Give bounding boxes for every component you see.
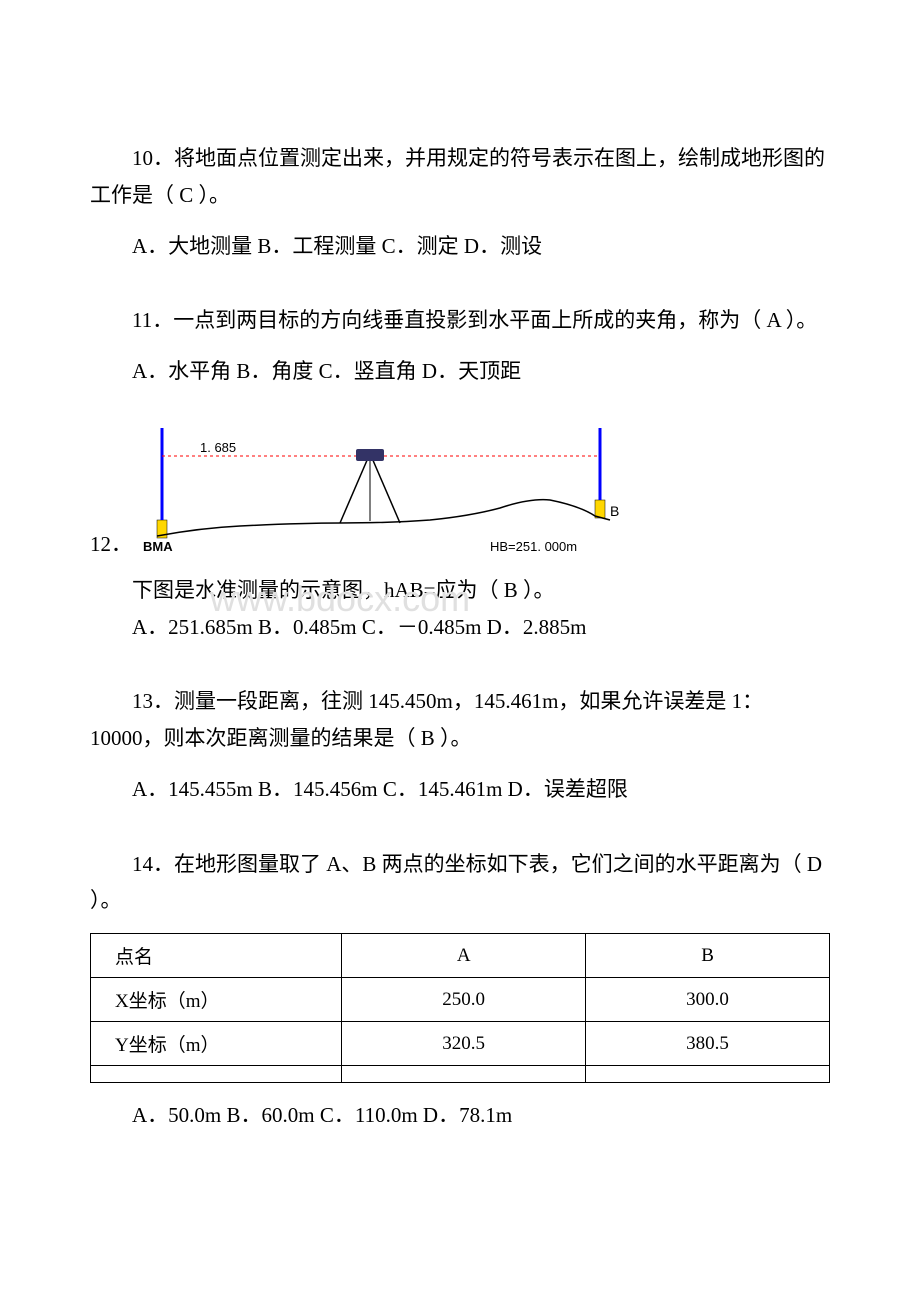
leveling-diagram: 1. 685 BMA B HB=251. 000m (140, 428, 640, 558)
tripod-leg-right (372, 458, 400, 523)
table-cell: 300.0 (586, 978, 830, 1022)
ground-line (157, 499, 610, 535)
question-13: 13．测量一段距离，往测 145.450m，145.461m，如果允许误差是 1… (90, 683, 830, 807)
instrument-head (356, 449, 384, 461)
question-12-number: 12． (90, 528, 132, 558)
table-row: 点名 A B (91, 934, 830, 978)
hb-label: HB=251. 000m (490, 539, 577, 554)
question-10-options: A．大地测量 B．工程测量 C．测定 D．测设 (90, 228, 830, 265)
question-14-options: A．50.0m B．60.0m C．110.0m D．78.1m (90, 1097, 830, 1134)
b-label: B (610, 503, 619, 519)
table-cell (342, 1066, 586, 1083)
table-row: Y坐标（m） 320.5 380.5 (91, 1022, 830, 1066)
table-header-cell: B (586, 934, 830, 978)
question-14: 14．在地形图量取了 A、B 两点的坐标如下表，它们之间的水平距离为（ D ）。… (90, 846, 830, 1134)
table-row (91, 1066, 830, 1083)
right-rod-base (595, 500, 605, 518)
reading-label: 1. 685 (200, 440, 236, 455)
question-10: 10．将地面点位置测定出来，并用规定的符号表示在图上，绘制成地形图的工作是（ C… (90, 140, 830, 264)
tripod-leg-left (340, 458, 368, 523)
table-cell: 320.5 (342, 1022, 586, 1066)
question-12: 12． 1. 685 BMA B (90, 428, 830, 646)
question-11: 11．一点到两目标的方向线垂直投影到水平面上所成的夹角，称为（ A ）。 A．水… (90, 302, 830, 390)
coordinate-table: 点名 A B X坐标（m） 250.0 300.0 Y坐标（m） 320.5 3… (90, 933, 830, 1083)
table-cell: Y坐标（m） (91, 1022, 342, 1066)
table-header-cell: A (342, 934, 586, 978)
table-cell: 250.0 (342, 978, 586, 1022)
table-cell (586, 1066, 830, 1083)
table-row: X坐标（m） 250.0 300.0 (91, 978, 830, 1022)
question-12-followup: 下图是水准测量的示意图，hAB=应为（ B ）。 (90, 572, 830, 609)
question-14-text: 14．在地形图量取了 A、B 两点的坐标如下表，它们之间的水平距离为（ D ）。 (90, 846, 830, 920)
question-11-options: A．水平角 B．角度 C．竖直角 D．天顶距 (90, 353, 830, 390)
question-12-options: A．251.685m B．0.485m C．－0.485m D．2.885m (90, 609, 830, 646)
question-11-text: 11．一点到两目标的方向线垂直投影到水平面上所成的夹角，称为（ A ）。 (90, 302, 830, 339)
table-cell: X坐标（m） (91, 978, 342, 1022)
table-header-cell: 点名 (91, 934, 342, 978)
question-13-text: 13．测量一段距离，往测 145.450m，145.461m，如果允许误差是 1… (90, 683, 830, 757)
bma-label: BMA (143, 539, 173, 554)
question-10-text: 10．将地面点位置测定出来，并用规定的符号表示在图上，绘制成地形图的工作是（ C… (90, 140, 830, 214)
table-cell (91, 1066, 342, 1083)
question-13-options: A．145.455m B．145.456m C．145.461m D．误差超限 (90, 771, 830, 808)
table-cell: 380.5 (586, 1022, 830, 1066)
